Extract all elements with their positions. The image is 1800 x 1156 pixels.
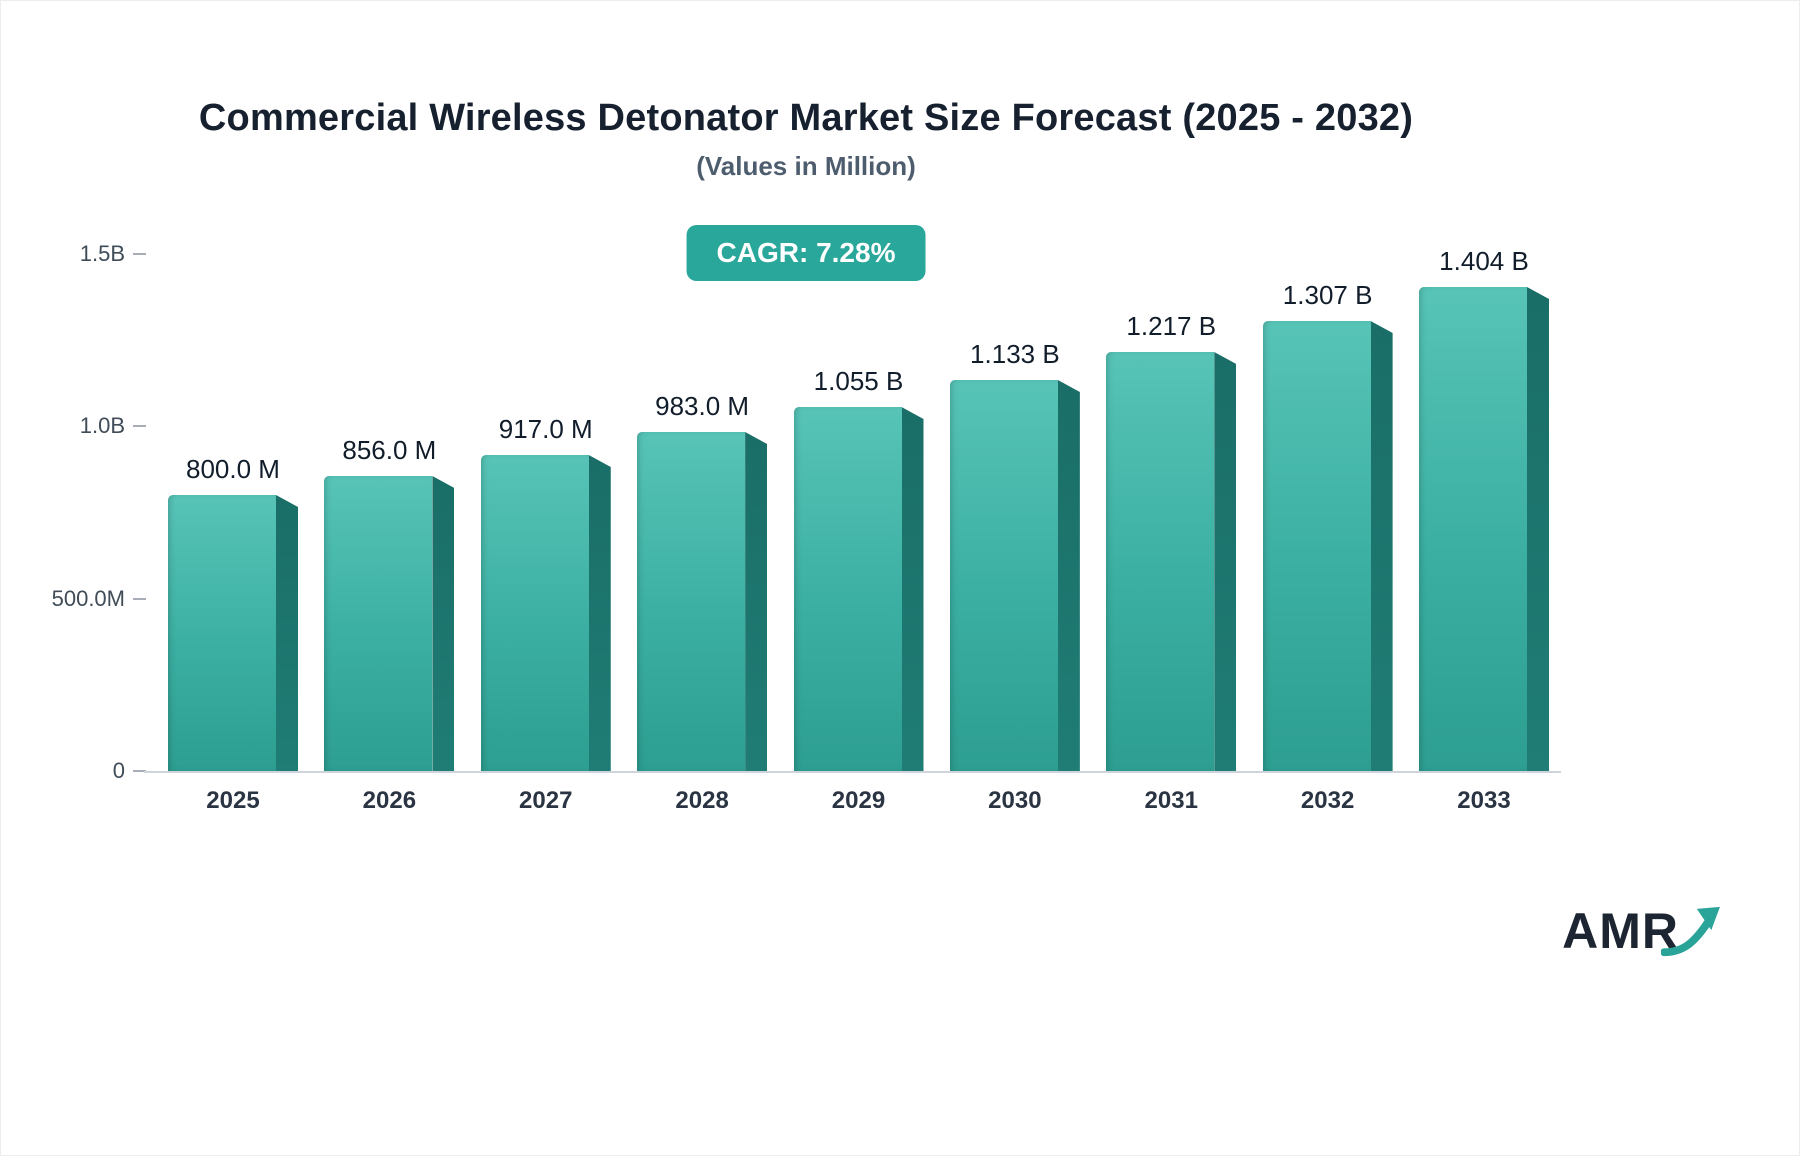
bar-group: 856.0 M bbox=[324, 435, 455, 771]
bar-value-label: 1.217 B bbox=[1126, 311, 1217, 341]
bar-value-label: 856.0 M bbox=[342, 435, 437, 465]
bar-side-shade bbox=[1057, 380, 1080, 771]
bar-group: 800.0 M bbox=[168, 454, 298, 771]
bar bbox=[324, 476, 455, 771]
chart-subtitle: (Values in Million) bbox=[696, 151, 916, 181]
bar bbox=[1419, 287, 1549, 771]
bar bbox=[793, 407, 924, 771]
bar-face bbox=[1106, 352, 1215, 771]
bar-face bbox=[1419, 287, 1527, 771]
y-axis-tick-label: 500.0M bbox=[51, 585, 125, 611]
x-axis-year-label: 2033 bbox=[1457, 787, 1511, 814]
bar-group: 1.404 B bbox=[1419, 246, 1549, 771]
amr-logo-text: AMR bbox=[1562, 902, 1679, 959]
bar-value-label: 983.0 M bbox=[655, 391, 750, 421]
y-axis-tick: 500.0M bbox=[52, 586, 146, 612]
y-axis-tick: 1.5B bbox=[80, 241, 146, 267]
bar-face bbox=[949, 380, 1058, 771]
bar-face bbox=[168, 495, 276, 771]
x-axis-year-label: 2028 bbox=[675, 787, 729, 814]
bar bbox=[168, 495, 298, 771]
bar-group: 1.217 B bbox=[1106, 311, 1237, 771]
bar-side-shade bbox=[745, 432, 768, 771]
bar-side-shade bbox=[588, 455, 611, 771]
bar-face bbox=[324, 476, 433, 771]
y-axis-tick-label: 0 bbox=[112, 758, 125, 783]
x-axis-baseline bbox=[144, 771, 1561, 773]
bar-face bbox=[1262, 321, 1371, 771]
bar-group: 1.307 B bbox=[1262, 280, 1393, 771]
bar-value-label: 1.055 B bbox=[813, 366, 904, 396]
y-axis: 0 500.0M 1.0B 1.5B bbox=[41, 241, 146, 783]
y-axis-tick-label: 1.5B bbox=[79, 241, 125, 266]
cagr-badge: CAGR: 7.28% bbox=[686, 225, 926, 281]
bars-row: 800.0 M 856.0 M 917.0 M 983.0 M 1.055 B 1.133… bbox=[156, 246, 1561, 771]
bar bbox=[637, 432, 768, 771]
bar-side-shade bbox=[432, 476, 455, 771]
y-axis-tick-mark bbox=[133, 253, 146, 255]
x-axis-year-label: 2029 bbox=[831, 787, 886, 814]
y-axis-tick: 1.0B bbox=[80, 413, 146, 439]
bar bbox=[480, 455, 611, 771]
bar-side-shade bbox=[1527, 287, 1549, 771]
y-axis-tick-mark bbox=[133, 425, 146, 428]
bar-chart: 0 500.0M 1.0B 1.5B 800.0 M 856.0 M 917.0 M 983… bbox=[41, 241, 1571, 854]
x-axis-labels: 2025 2026 2027 2028 2029 2030 2031 2032 2033 bbox=[156, 787, 1561, 815]
bar-value-label: 1.307 B bbox=[1282, 280, 1373, 310]
y-axis-tick-mark bbox=[133, 597, 146, 600]
x-axis-year-label: 2026 bbox=[362, 787, 417, 814]
x-axis-year-label: 2031 bbox=[1144, 787, 1198, 814]
bar bbox=[949, 380, 1080, 771]
bar bbox=[1262, 321, 1393, 771]
x-axis-year-label: 2032 bbox=[1300, 787, 1355, 814]
x-axis-year-label: 2027 bbox=[519, 787, 573, 814]
chart-title: Commercial Wireless Detonator Market Siz… bbox=[198, 97, 1414, 139]
bar-value-label: 1.133 B bbox=[970, 339, 1060, 369]
plot-area: 800.0 M 856.0 M 917.0 M 983.0 M 1.055 B 1.133… bbox=[144, 246, 1561, 773]
bar-group: 1.133 B bbox=[949, 339, 1080, 771]
bar-side-shade bbox=[1370, 321, 1393, 771]
bar-face bbox=[637, 432, 746, 771]
bar-value-label: 1.404 B bbox=[1439, 246, 1529, 276]
bar-side-shade bbox=[1214, 352, 1237, 771]
x-axis-year-label: 2025 bbox=[206, 787, 260, 814]
bar-group: 917.0 M bbox=[480, 414, 611, 771]
bar-face bbox=[793, 407, 902, 771]
bar-value-label: 800.0 M bbox=[186, 454, 280, 484]
bar-face bbox=[480, 455, 589, 771]
bar-group: 1.055 B bbox=[793, 366, 924, 771]
bar-side-shade bbox=[276, 495, 298, 771]
y-axis-tick-label: 1.0B bbox=[79, 413, 125, 439]
y-axis-tick: 0 bbox=[113, 758, 146, 784]
bar-side-shade bbox=[901, 407, 924, 771]
growth-arrow-icon bbox=[1660, 905, 1723, 964]
x-axis-year-label: 2030 bbox=[988, 787, 1042, 814]
amr-logo: AMR bbox=[1562, 897, 1723, 964]
bar-group: 983.0 M bbox=[637, 391, 768, 771]
bar bbox=[1106, 352, 1237, 771]
y-axis-tick-mark bbox=[133, 770, 146, 772]
bar-value-label: 917.0 M bbox=[498, 414, 593, 444]
